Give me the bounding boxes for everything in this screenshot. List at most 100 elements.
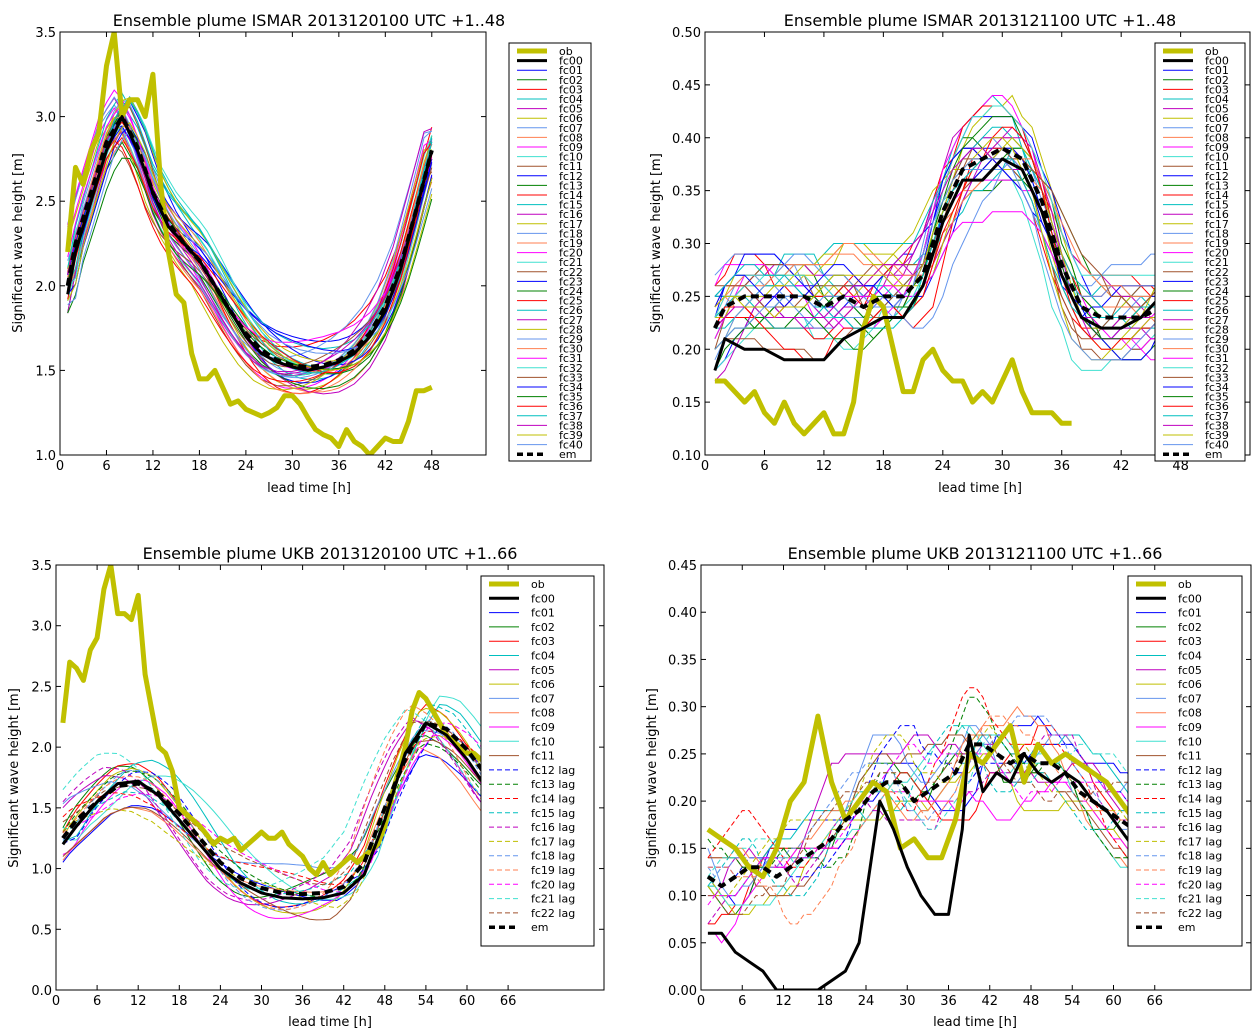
legend-label: fc35 (1205, 391, 1229, 404)
y-tick-label: 0.30 (668, 701, 697, 716)
legend-label: fc03 (1178, 635, 1202, 648)
legend-label: fc06 (1205, 112, 1229, 125)
legend-label: fc05 (1178, 664, 1202, 677)
ob-line (714, 293, 1072, 437)
y-tick-label: 3.0 (31, 620, 52, 635)
legend-label: fc17 lag (531, 835, 575, 848)
legend-label: fc37 (1205, 410, 1229, 423)
member-line-fc37 (714, 158, 1181, 329)
y-tick-label: 0.10 (672, 449, 701, 464)
member-line-fc22 (707, 734, 1155, 915)
y-tick-label: 3.5 (35, 26, 56, 41)
axes-frame (55, 564, 605, 991)
legend-label: fc01 (1178, 607, 1202, 620)
member-line-fc11 (62, 739, 509, 921)
y-tick-label: 0.40 (668, 606, 697, 621)
y-tick-label: 2.5 (35, 195, 56, 210)
legend-label: fc32 (1205, 362, 1229, 375)
x-tick-label: 0 (701, 459, 709, 474)
legend-label: fc18 lag (1178, 850, 1222, 863)
legend: obfc00fc01fc02fc03fc04fc05fc06fc07fc08fc… (508, 42, 592, 462)
member-line-fc39 (714, 137, 1181, 361)
legend-label: ob (1205, 45, 1219, 58)
member-line-fc15 (707, 725, 1156, 897)
panel-ismar-20131211: Ensemble plume ISMAR 2013121100 UTC +1..… (649, 11, 1251, 496)
legend-label: fc16 (1205, 208, 1229, 221)
legend-label: fc11 (559, 160, 583, 173)
y-axis-label: Significant wave height [m] (645, 688, 660, 868)
member-line-fc25 (67, 139, 433, 383)
legend-label: fc20 lag (531, 878, 575, 891)
legend-label: fc14 (1205, 189, 1229, 202)
legend-label: fc08 (1205, 131, 1229, 144)
legend-label: em (1178, 921, 1195, 934)
legend-label: fc09 (531, 721, 555, 734)
series-group (60, 565, 510, 921)
legend-label: fc15 (559, 199, 583, 212)
legend-label: fc04 (531, 650, 555, 663)
legend-label: fc12 lag (1178, 764, 1222, 777)
em-line (706, 742, 1155, 889)
member-line-fc14 (62, 729, 509, 886)
x-tick-label: 66 (1146, 994, 1163, 1009)
legend-label: fc21 (1205, 256, 1229, 269)
legend-label: fc04 (1205, 93, 1229, 106)
axes-frame (59, 31, 487, 456)
ob-line (65, 32, 433, 455)
y-tick-label: 0.40 (672, 132, 701, 147)
x-tick-label: 36 (294, 994, 311, 1009)
member-line-fc18 (707, 715, 1155, 878)
y-tick-label: 0.25 (668, 748, 697, 763)
legend: obfc00fc01fc02fc03fc04fc05fc06fc07fc08fc… (1154, 42, 1246, 462)
legend-label: fc02 (1205, 74, 1229, 87)
legend-label: fc40 (559, 439, 583, 452)
legend-label: fc10 (1205, 151, 1229, 164)
legend: obfc00fc01fc02fc03fc04fc05fc06fc07fc08fc… (1127, 575, 1243, 947)
y-tick-label: 2.0 (35, 280, 56, 295)
legend-label: fc26 (559, 304, 583, 317)
legend-label: fc01 (531, 607, 555, 620)
member-line-fc21 (62, 709, 509, 890)
y-tick-label: 0.30 (672, 238, 701, 253)
legend-label: fc34 (1205, 381, 1229, 394)
y-tick-label: 0.35 (672, 185, 701, 200)
x-tick-label: 12 (130, 994, 147, 1009)
x-tick-label: 18 (816, 994, 833, 1009)
legend-label: fc20 (559, 247, 583, 260)
member-line-fc13 (707, 696, 1156, 868)
x-tick-label: 60 (1105, 994, 1122, 1009)
y-axis-label: Significant wave height [m] (649, 153, 664, 333)
x-tick-label: 6 (93, 994, 101, 1009)
legend-label: fc30 (559, 343, 583, 356)
x-tick-label: 42 (1113, 459, 1130, 474)
y-tick-label: 0.10 (668, 890, 697, 905)
x-tick-label: 18 (875, 459, 892, 474)
legend-label: fc10 (531, 735, 555, 748)
member-line-fc17 (62, 735, 509, 909)
y-tick-label: 3.0 (35, 111, 56, 126)
legend-label: fc00 (559, 55, 583, 68)
legend-label: fc22 lag (1178, 907, 1222, 920)
y-tick-label: 2.5 (31, 680, 52, 695)
legend-label: fc09 (1205, 141, 1229, 154)
y-tick-label: 0.05 (668, 937, 697, 952)
y-tick-label: 0.45 (668, 559, 697, 574)
ob-line (706, 713, 1155, 880)
x-tick-label: 54 (1064, 994, 1081, 1009)
legend-label: fc07 (531, 692, 555, 705)
y-tick-label: 0.25 (672, 290, 701, 305)
legend-label: fc09 (559, 141, 583, 154)
x-tick-label: 30 (284, 459, 301, 474)
legend-label: ob (559, 45, 573, 58)
x-tick-label: 12 (775, 994, 792, 1009)
legend-label: fc36 (559, 400, 583, 413)
legend-label: fc13 lag (531, 778, 575, 791)
y-axis-label: Significant wave height [m] (7, 688, 22, 868)
legend-label: fc38 (1205, 419, 1229, 432)
legend-label: fc21 lag (1178, 893, 1222, 906)
legend-label: fc30 (1205, 343, 1229, 356)
legend-label: fc12 (559, 170, 583, 183)
member-line-fc22 (62, 721, 509, 886)
member-line-fc10 (707, 725, 1156, 906)
